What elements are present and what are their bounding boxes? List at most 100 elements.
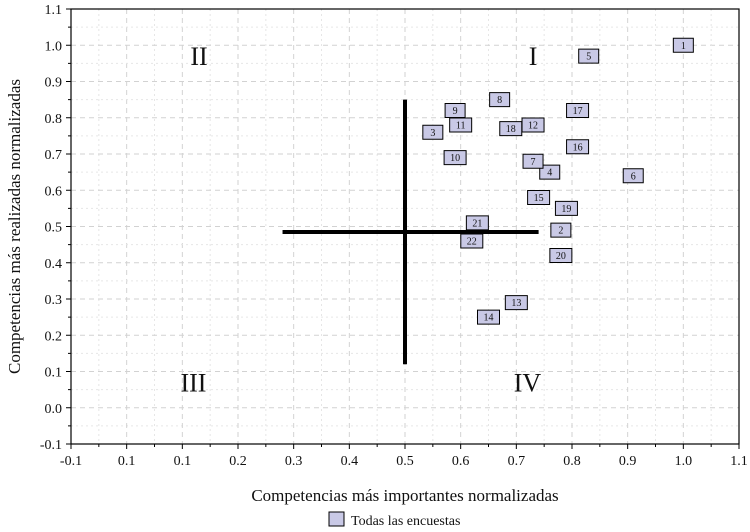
data-point: 21 xyxy=(465,215,489,231)
point-label: 21 xyxy=(472,218,482,229)
y-tick-label: 0.6 xyxy=(45,184,63,199)
y-tick-label: 0.3 xyxy=(45,293,63,308)
y-tick-label: -0.1 xyxy=(40,438,62,453)
data-point: 14 xyxy=(477,309,500,325)
x-tick-label: 0.7 xyxy=(508,454,526,469)
point-marker xyxy=(554,200,578,216)
x-tick-label: 0.2 xyxy=(229,454,247,469)
x-tick-label: 1.0 xyxy=(675,454,693,469)
point-marker xyxy=(539,164,561,180)
point-marker xyxy=(504,295,528,311)
legend: Todas las encuestas xyxy=(328,511,460,529)
point-label: 7 xyxy=(531,157,536,168)
point-label: 22 xyxy=(467,237,477,248)
y-tick-label: 0.2 xyxy=(45,329,63,344)
point-label: 16 xyxy=(573,142,583,153)
data-point: 7 xyxy=(522,153,544,169)
data-point: 11 xyxy=(449,117,473,133)
x-tick-label: 0.5 xyxy=(396,454,414,469)
point-label: 12 xyxy=(528,121,538,132)
point-label: 11 xyxy=(456,121,466,132)
point-marker xyxy=(578,48,600,64)
data-point: 19 xyxy=(554,200,578,216)
y-tick-label: 0.7 xyxy=(45,148,63,163)
point-marker xyxy=(549,248,573,263)
data-point: 22 xyxy=(460,233,484,249)
point-label: 17 xyxy=(573,106,583,117)
data-point: 17 xyxy=(566,103,590,118)
data-point: 10 xyxy=(443,150,467,166)
quadrant-label: II xyxy=(190,42,207,71)
point-label: 5 xyxy=(586,52,591,63)
x-tick-label: 0.3 xyxy=(285,454,303,469)
axis-ticks: -0.1 0.1 0.1 0.2 0.3 0.4 0.5 0.6 0.7 0.8 0.9 1.0 1.1… xyxy=(40,3,748,469)
data-point: 12 xyxy=(521,117,545,133)
point-marker xyxy=(489,92,511,108)
point-label: 10 xyxy=(450,153,460,164)
x-tick-label: 0.1 xyxy=(174,454,192,469)
point-label: 19 xyxy=(561,204,571,215)
point-marker xyxy=(449,117,473,133)
point-label: 8 xyxy=(497,95,502,106)
point-marker xyxy=(443,150,467,166)
point-marker xyxy=(566,103,590,118)
x-tick-label: -0.1 xyxy=(60,454,82,469)
point-marker xyxy=(465,215,489,231)
point-marker xyxy=(477,309,500,325)
data-point: 3 xyxy=(422,124,444,140)
y-axis-title: Competencias más realizadas normalizadas xyxy=(5,79,24,374)
point-label: 14 xyxy=(484,313,494,324)
y-tick-label: 0.8 xyxy=(45,112,63,127)
data-point: 15 xyxy=(527,190,551,205)
point-marker xyxy=(527,190,551,205)
point-label: 13 xyxy=(511,298,521,309)
data-point: 9 xyxy=(444,103,466,118)
point-label: 2 xyxy=(558,226,563,237)
point-label: 4 xyxy=(547,168,552,179)
data-point: 6 xyxy=(622,168,644,184)
point-marker xyxy=(672,37,694,53)
point-marker xyxy=(550,222,572,238)
x-tick-label: 0.6 xyxy=(452,454,470,469)
point-marker xyxy=(499,121,523,137)
x-tick-label: 0.1 xyxy=(118,454,136,469)
data-point: 13 xyxy=(504,295,528,311)
point-label: 3 xyxy=(430,128,435,139)
point-label: 20 xyxy=(556,251,566,262)
y-tick-label: 0.9 xyxy=(45,76,63,91)
y-tick-label: 1.1 xyxy=(45,3,63,18)
legend-label: Todas las encuestas xyxy=(351,514,460,529)
y-tick-label: 1.0 xyxy=(45,39,63,54)
point-marker xyxy=(622,168,644,184)
point-label: 1 xyxy=(681,41,686,52)
y-tick-label: 0.0 xyxy=(45,402,63,417)
x-tick-label: 0.4 xyxy=(341,454,359,469)
x-axis-title: Competencias más importantes normalizada… xyxy=(251,486,558,505)
data-point: 2 xyxy=(550,222,572,238)
point-marker xyxy=(566,139,590,155)
data-point: 5 xyxy=(578,48,600,64)
data-point: 4 xyxy=(539,164,561,180)
data-point: 20 xyxy=(549,248,573,263)
y-tick-label: 0.1 xyxy=(45,366,63,381)
point-marker xyxy=(460,233,484,249)
reference-lines xyxy=(282,99,539,365)
data-point: 16 xyxy=(566,139,590,155)
quadrant-label: III xyxy=(180,368,206,397)
point-label: 6 xyxy=(631,171,636,182)
point-label: 9 xyxy=(453,106,458,117)
x-tick-label: 0.9 xyxy=(619,454,637,469)
y-tick-label: 0.4 xyxy=(45,257,63,272)
quadrant-label: IV xyxy=(514,368,542,397)
data-point: 1 xyxy=(672,37,694,53)
data-point: 18 xyxy=(499,121,523,137)
quadrant-label: I xyxy=(529,42,538,71)
x-tick-label: 1.1 xyxy=(730,454,748,469)
point-label: 18 xyxy=(506,124,516,135)
point-marker xyxy=(522,153,544,169)
point-marker xyxy=(422,124,444,140)
y-tick-label: 0.5 xyxy=(45,221,63,236)
